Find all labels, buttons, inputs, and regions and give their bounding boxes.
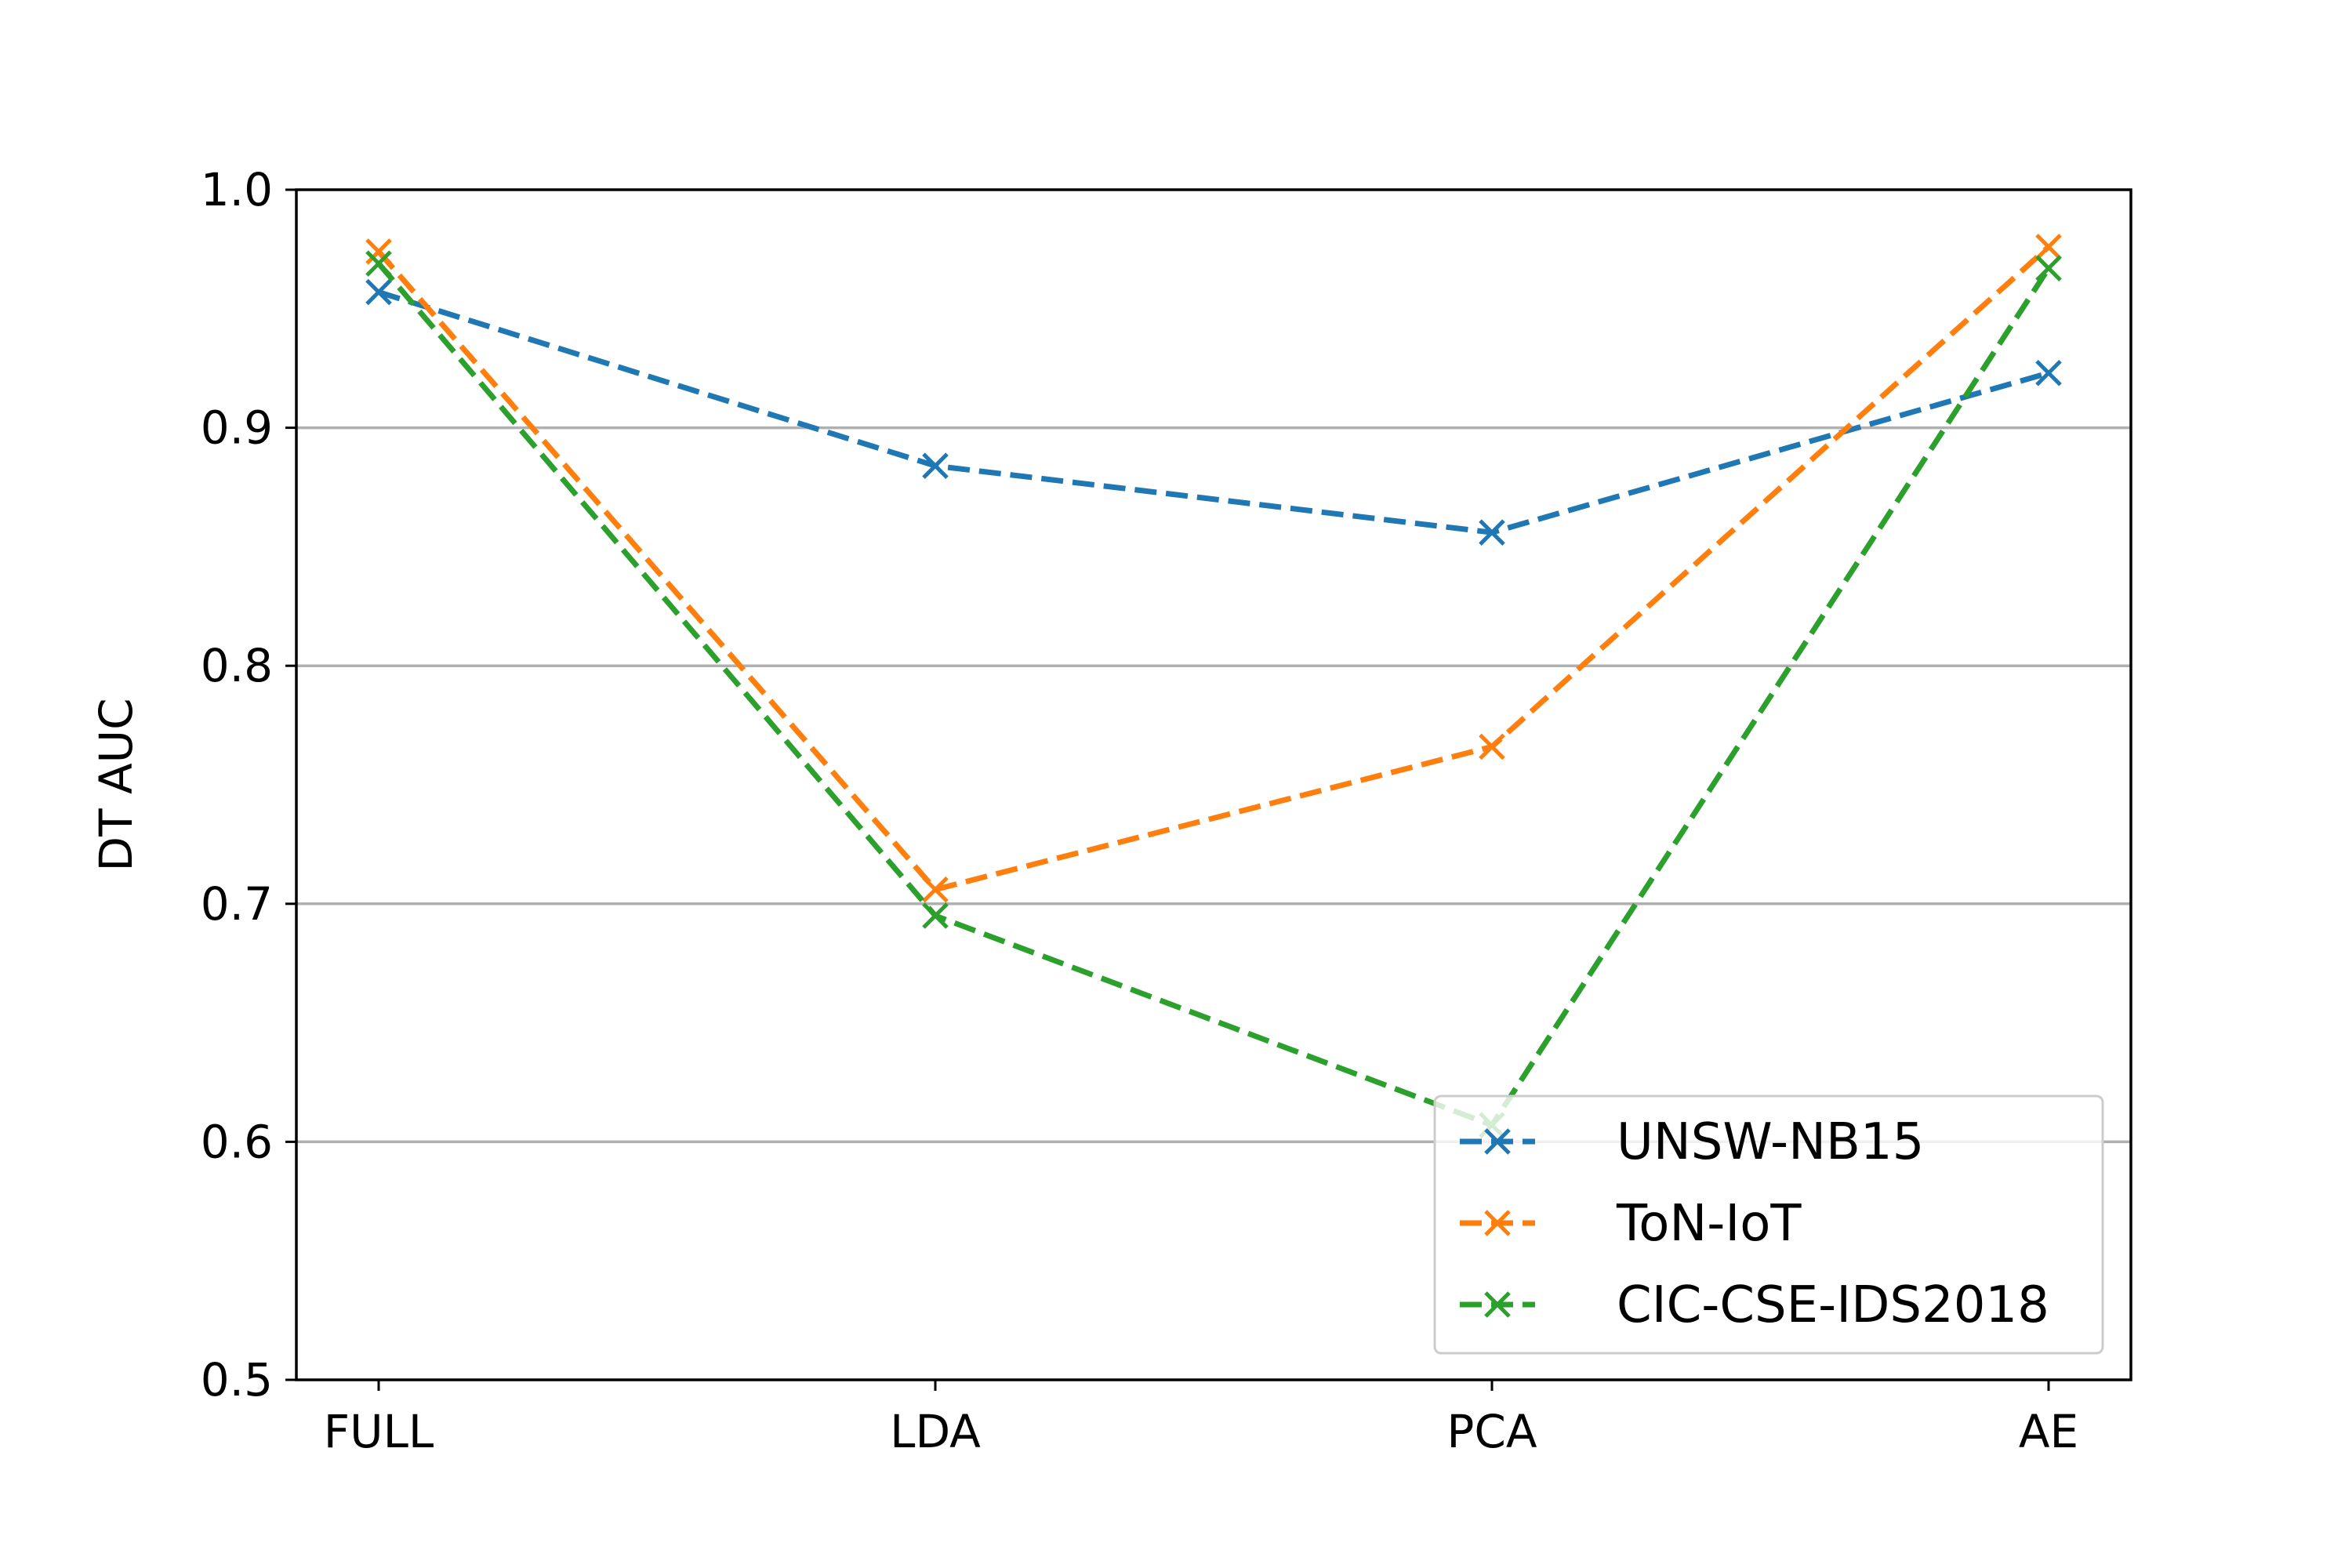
data-point-marker (365, 278, 392, 306)
data-point-marker (1479, 733, 1505, 760)
series-line-ton-iot (376, 245, 2051, 893)
y-tick-label: 1.0 (201, 163, 273, 216)
y-tick-label: 0.8 (201, 639, 273, 692)
data-point-marker (365, 250, 392, 277)
data-point-marker (922, 876, 949, 903)
data-point-marker (2035, 234, 2062, 260)
grid-layer (296, 426, 2131, 1144)
legend-label: UNSW-NB15 (1617, 1113, 1924, 1171)
legend-marker (1484, 1128, 1511, 1155)
series-layer (365, 234, 2062, 1138)
y-tick-label: 0.9 (201, 401, 273, 455)
x-tick-label: LDA (890, 1405, 981, 1458)
data-point-marker (2035, 255, 2062, 281)
series-line-unsw-nb15 (377, 289, 2049, 535)
data-point-marker (2035, 360, 2062, 387)
legend-entry: ToN-IoT (1460, 1195, 1802, 1253)
legend-entries: UNSW-NB15 ToN-IoT CIC-CSE-IDS2018 (1460, 1113, 2049, 1334)
data-point-marker (922, 452, 949, 479)
series-line-cic-cse-ids2018 (376, 261, 2051, 1128)
y-tick-label: 0.5 (201, 1353, 273, 1406)
data-point-marker (922, 902, 949, 929)
y-axis-label: DT AUC (89, 698, 143, 871)
legend-frame (1433, 1094, 2104, 1355)
legend-entry: CIC-CSE-IDS2018 (1460, 1276, 2049, 1334)
data-point-marker (1479, 519, 1505, 546)
x-tick-label: PCA (1446, 1405, 1537, 1458)
axis-layer: 0.5 0.6 0.7 0.8 0.9 1.0 FULL LDA PCA AE (201, 163, 2078, 1458)
legend-marker (1484, 1210, 1511, 1236)
x-tick-label: AE (2019, 1405, 2078, 1458)
legend-label: ToN-IoT (1616, 1195, 1802, 1253)
legend-marker (1484, 1291, 1511, 1318)
y-tick-label: 0.7 (201, 877, 273, 931)
y-tick-label: 0.6 (201, 1115, 273, 1168)
legend: UNSW-NB15 ToN-IoT CIC-CSE-IDS2018 (1433, 1094, 2104, 1355)
data-point-marker (365, 238, 392, 265)
x-tick-label: FULL (324, 1405, 434, 1458)
plot-frame (295, 188, 2132, 1381)
legend-entry: UNSW-NB15 (1460, 1113, 1924, 1171)
legend-label: CIC-CSE-IDS2018 (1617, 1276, 2049, 1334)
